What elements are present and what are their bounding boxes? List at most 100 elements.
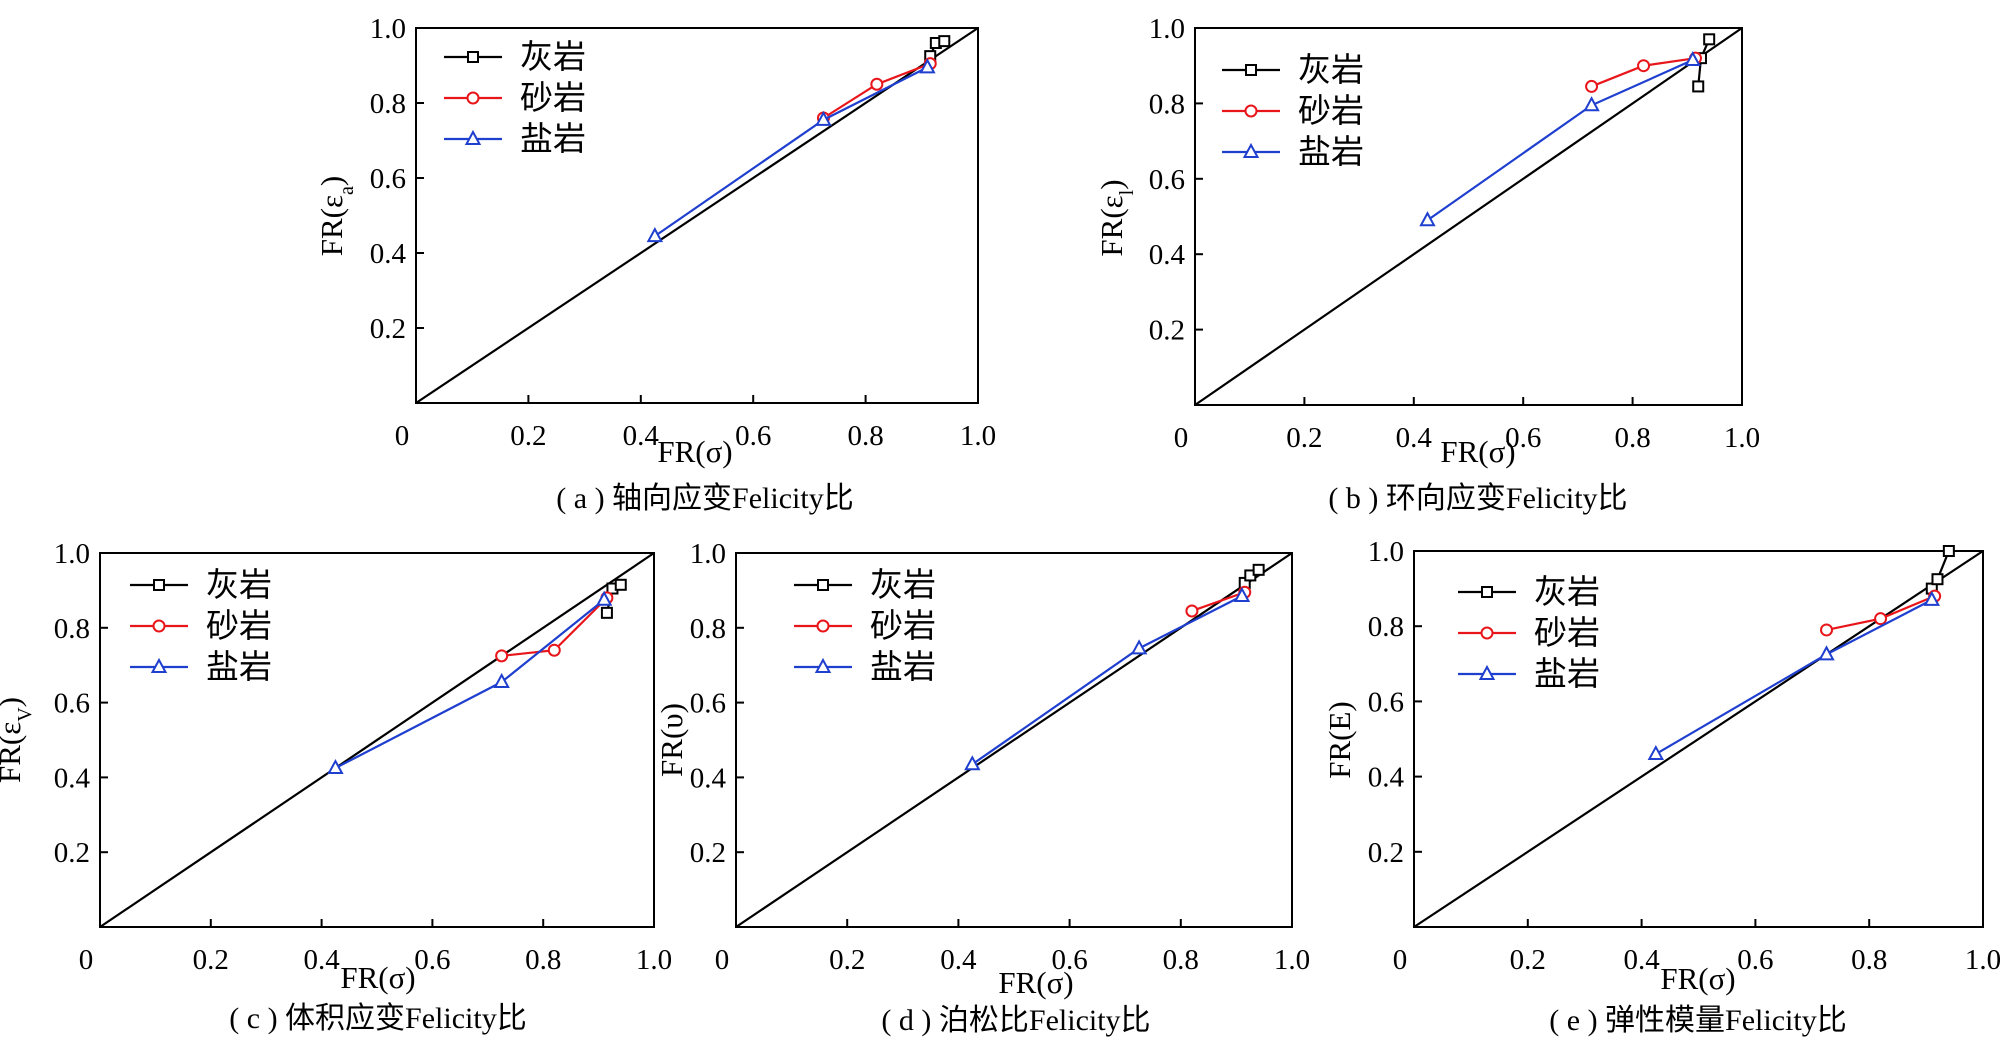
legend-label: 灰岩 [870,567,936,604]
y-axis-label-main: FR(ε [1094,195,1129,256]
y-axis-label-main: FR(ε [314,195,349,256]
x-tick-label: 0.2 [1286,422,1322,454]
x-tick-label: 1.0 [1724,422,1760,454]
marker-square [1481,586,1493,598]
marker-square [600,606,613,619]
chart-panel-e: 0 0.2 0.4 0.6 0.8 1.0 0.2 0.4 0.6 0.8 1.0 FR(σ) FR(E… [1322,536,2001,1037]
marker-circle [466,91,480,105]
y-axis-label-close: ) [0,697,27,707]
marker-square [153,579,165,591]
marker-circle [152,619,166,633]
panel-caption: ( a ) 轴向应变Felicity比 [556,482,853,515]
marker-circle [1820,623,1834,637]
y-tick-label: 0.2 [690,837,726,869]
series-line-2 [971,595,1243,766]
y-tick-label: 0.8 [370,88,406,120]
marker-triangle [814,657,832,673]
x-tick-label: 0 [1393,944,1408,976]
x-tick-label: 0.2 [193,944,229,976]
y-tick-label: 0.4 [370,238,407,270]
y-axis-label: FR(εV) [0,697,36,783]
marker-triangle [595,590,613,606]
marker-triangle [327,758,344,775]
marker-circle [495,649,509,663]
y-tick-label: 1.0 [1149,13,1185,45]
x-axis-label: FR(σ) [998,965,1073,1000]
marker-circle [1585,79,1599,93]
legend-label: 砂岩 [870,608,936,645]
y-axis-label: FR(E) [1322,701,1357,779]
y-axis-label-main: FR(ε [0,722,27,783]
chart-panel-a: 0 0.2 0.4 0.6 0.8 1.0 0.2 0.4 0.6 0.8 1.0 FR(σ) FR(ε… [314,13,996,515]
legend-label: 盐岩 [520,121,586,158]
marker-triangle [646,227,664,243]
y-axis-label-subscript: a [336,186,358,195]
y-tick-label: 0.6 [690,688,726,720]
marker-circle [1637,59,1651,73]
marker-square [1252,563,1265,576]
y-axis-label: FR(εa) [314,176,358,256]
marker-square [1692,80,1705,93]
y-tick-label: 1.0 [690,538,726,570]
marker-triangle [919,58,936,74]
diagonal-line [415,27,979,404]
marker-triangle [1130,639,1148,655]
y-tick-label: 0.8 [54,613,90,645]
plot-frame [415,27,979,404]
x-tick-label: 0.6 [1051,944,1087,976]
x-tick-label: 0.6 [735,420,771,452]
marker-triangle [1419,211,1436,227]
x-tick-label: 0 [79,944,94,976]
chart-panel-b: 0 0.2 0.4 0.6 0.8 1.0 0.2 0.4 0.6 0.8 1.0 FR(σ) FR(ε… [1094,13,1760,515]
y-axis-label-main: FR(E) [1322,701,1357,779]
marker-square [1931,573,1944,586]
plot-frame [99,552,655,928]
marker-triangle [1242,142,1260,158]
legend-label: 灰岩 [206,567,272,604]
legend-label: 灰岩 [1298,52,1364,89]
y-axis-label-close: ) [314,176,349,186]
marker-square [614,578,627,591]
marker-triangle [464,129,482,145]
x-tick-label: 0.8 [1614,422,1650,454]
x-tick-label: 0.6 [414,944,450,976]
diagonal-line [1194,27,1743,406]
marker-circle [816,619,830,633]
y-tick-label: 0.4 [690,762,727,794]
y-tick-label: 0.2 [370,313,406,345]
x-tick-label: 0 [715,944,730,976]
marker-triangle [1583,96,1600,112]
y-tick-label: 0.8 [1149,88,1185,120]
x-tick-label: 0 [1174,422,1189,454]
marker-square [938,35,951,48]
marker-triangle [1478,664,1496,680]
y-tick-label: 0.8 [690,613,726,645]
panel-caption: ( b ) 环向应变Felicity比 [1328,482,1627,515]
marker-triangle [150,657,168,673]
x-tick-label: 0.2 [510,420,546,452]
y-axis-label-subscript: V [14,707,36,722]
marker-triangle [1818,645,1835,661]
x-tick-label: 0.4 [1396,422,1433,454]
y-tick-label: 0.4 [54,762,91,794]
x-tick-label: 0.4 [623,420,660,452]
marker-triangle [815,110,832,126]
marker-triangle [964,755,981,771]
y-tick-label: 0.4 [1368,762,1405,794]
y-tick-label: 0.4 [1149,239,1186,271]
marker-square [1703,33,1716,46]
x-tick-label: 0.2 [1510,944,1546,976]
y-tick-label: 0.2 [1149,315,1185,347]
x-tick-label: 0.8 [1163,944,1199,976]
x-tick-label: 0.8 [847,420,883,452]
y-tick-label: 0.8 [1368,611,1404,643]
legend-label: 灰岩 [520,39,586,76]
marker-triangle [1647,744,1665,761]
legend-label: 盐岩 [1534,656,1600,693]
x-tick-label: 1.0 [1965,944,2001,976]
panel-caption: ( e ) 弹性模量Felicity比 [1549,1004,1846,1037]
y-axis-label: FR(υ) [654,703,689,777]
y-tick-label: 0.6 [370,163,406,195]
marker-circle [1480,626,1494,640]
